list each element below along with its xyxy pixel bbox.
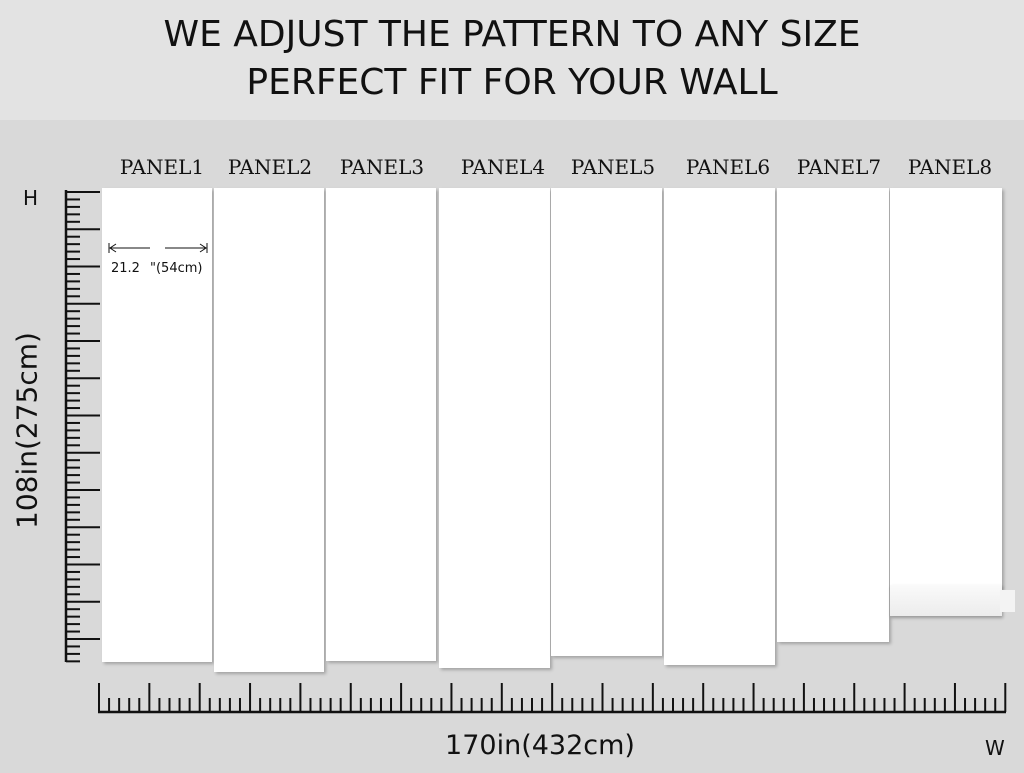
- double-arrow-icon: [108, 243, 208, 253]
- header-band: [0, 0, 1024, 120]
- panel-5: [551, 188, 662, 656]
- panel-label-8: PANEL8: [907, 155, 993, 179]
- width-inches: 21.2: [111, 261, 140, 276]
- headline-line2: PERFECT FIT FOR YOUR WALL: [246, 62, 778, 103]
- panel-label-1: PANEL1: [119, 155, 205, 179]
- panel-8: [890, 188, 1002, 588]
- panel-8-roll: [890, 585, 1002, 616]
- panel-7: [777, 188, 889, 642]
- panel-3: [326, 188, 436, 661]
- panel-label-2: PANEL2: [227, 155, 313, 179]
- panel-1: [102, 188, 212, 662]
- panel-label-5: PANEL5: [570, 155, 656, 179]
- panel-label-6: PANEL6: [685, 155, 771, 179]
- panel-2: [214, 188, 324, 672]
- width-label: 170in(432cm): [445, 730, 635, 761]
- panel-4: [439, 188, 550, 668]
- roll-end: [1000, 590, 1015, 612]
- panel-label-4: PANEL4: [460, 155, 546, 179]
- width-letter: W: [985, 736, 1005, 760]
- height-letter: H: [23, 186, 39, 210]
- headline-line1: WE ADJUST THE PATTERN TO ANY SIZE: [163, 14, 861, 55]
- panel-width-annotation: 21.2 "(54cm): [108, 241, 208, 281]
- width-cm: "(54cm): [150, 261, 203, 276]
- panel-label-3: PANEL3: [339, 155, 425, 179]
- panel-6: [664, 188, 775, 665]
- panel-label-7: PANEL7: [796, 155, 882, 179]
